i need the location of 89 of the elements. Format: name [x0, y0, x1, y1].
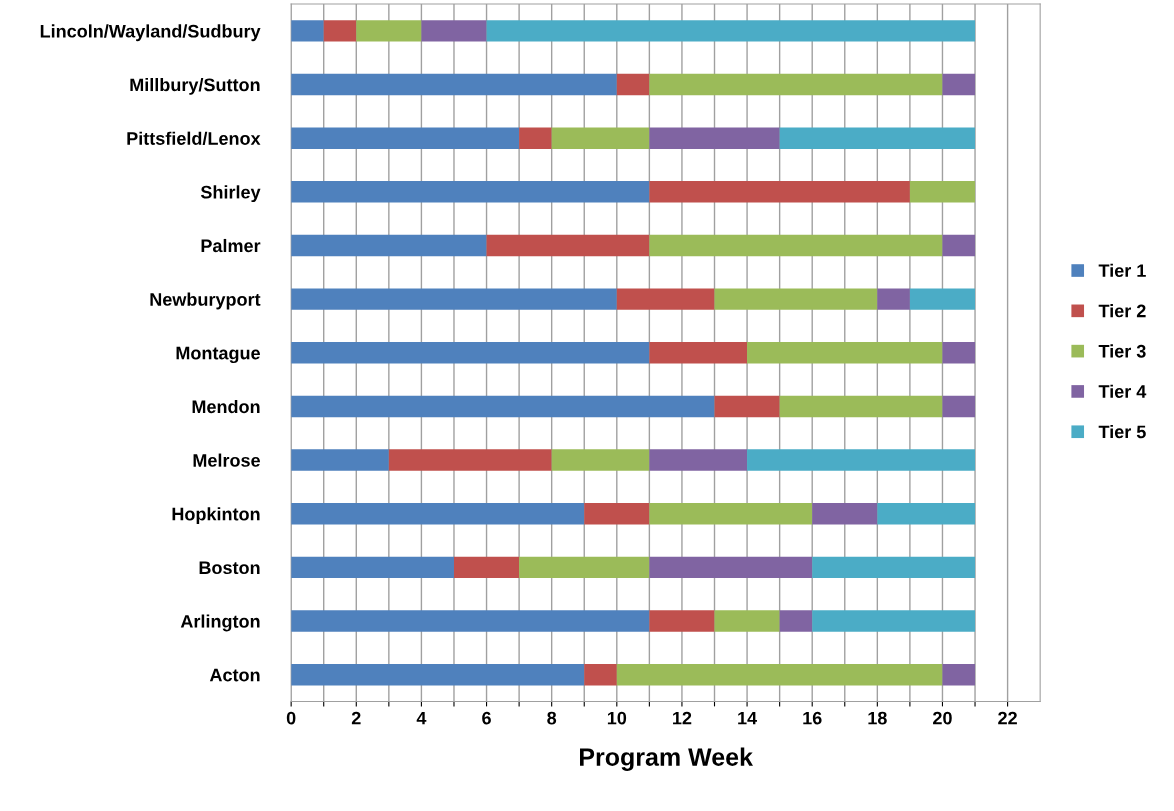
- bar: [747, 449, 976, 471]
- bar: [812, 610, 976, 632]
- bar: [779, 395, 943, 418]
- bar: [323, 20, 357, 42]
- bar: [616, 663, 943, 686]
- bar: [421, 20, 487, 42]
- bar: [714, 288, 878, 310]
- y-tick-label: Boston: [199, 561, 260, 575]
- y-tick-label: Melrose: [193, 453, 260, 467]
- y-tick-label: Mendon: [192, 399, 260, 414]
- bar: [942, 73, 976, 96]
- bar: [291, 127, 520, 149]
- y-tick-label: Newburyport: [150, 292, 261, 310]
- bar: [909, 181, 976, 203]
- bar: [649, 181, 910, 203]
- bar: [291, 610, 650, 632]
- y-tick-label: Acton: [209, 668, 260, 682]
- bar: [551, 449, 650, 471]
- x-tick-label: 14: [738, 711, 758, 725]
- bar: [812, 503, 878, 525]
- bar: [649, 610, 715, 632]
- bar: [291, 663, 585, 686]
- bar: [812, 556, 976, 579]
- y-tick-label: Lincoln/Wayland/Sudbury: [40, 24, 261, 42]
- legend-label: Tier 5: [1098, 424, 1146, 439]
- x-tick-label: 2: [351, 711, 361, 725]
- bar: [519, 127, 552, 149]
- y-tick-label: Arlington: [180, 614, 260, 632]
- y-tick-label: Millbury/Sutton: [130, 77, 260, 95]
- bar: [649, 73, 943, 96]
- bar: [942, 342, 976, 364]
- bar: [714, 610, 780, 632]
- bar: [942, 663, 976, 686]
- bar: [616, 73, 650, 96]
- bar: [942, 234, 976, 257]
- bar: [649, 503, 813, 525]
- y-tick-label: Montague: [176, 346, 260, 364]
- bar: [779, 127, 976, 149]
- bar: [584, 663, 617, 686]
- bar: [519, 556, 650, 579]
- bar: [291, 288, 617, 310]
- bar: [714, 395, 780, 418]
- bar: [486, 234, 650, 257]
- legend-label: Tier 2: [1098, 304, 1146, 318]
- x-tick-label: 8: [547, 711, 557, 725]
- bar: [649, 342, 748, 364]
- bar: [779, 610, 813, 632]
- bar: [388, 449, 552, 471]
- bar: [877, 288, 910, 310]
- bar: [551, 127, 650, 149]
- x-tick-label: 18: [868, 711, 887, 725]
- legend-label: Tier 3: [1098, 344, 1146, 358]
- bar: [584, 503, 650, 525]
- x-tick-label: 6: [482, 711, 491, 725]
- bar: [649, 449, 748, 471]
- bar: [616, 288, 715, 310]
- bar: [747, 342, 943, 364]
- bar: [909, 288, 976, 310]
- bar: [942, 395, 976, 418]
- y-tick-label: Hopkinton: [172, 507, 260, 525]
- legend-label: Tier 1: [1098, 263, 1146, 278]
- bar: [291, 234, 487, 257]
- bar: [291, 73, 617, 96]
- bar: [356, 20, 422, 42]
- bar: [877, 503, 976, 525]
- bar: [291, 395, 715, 418]
- y-tick-label: Pittsfield/Lenox: [127, 131, 261, 146]
- bar: [291, 503, 585, 525]
- bar: [649, 127, 780, 149]
- bar: [291, 342, 650, 364]
- x-tick-label: 16: [803, 711, 822, 725]
- bar: [291, 20, 324, 42]
- y-tick-label: Palmer: [201, 238, 261, 253]
- bar: [453, 556, 520, 579]
- bar: [291, 449, 389, 471]
- x-tick-label: 4: [416, 711, 427, 725]
- x-tick-label: 22: [998, 711, 1017, 725]
- x-tick-label: 20: [933, 711, 952, 725]
- bar: [649, 234, 943, 257]
- bar: [486, 20, 976, 42]
- legend-label: Tier 4: [1098, 384, 1147, 398]
- x-tick-label: 0: [286, 711, 296, 725]
- x-tick-label: 10: [607, 711, 627, 725]
- x-tick-label: 12: [673, 711, 692, 725]
- bar: [291, 181, 650, 203]
- x-axis-title: Program Week: [580, 747, 753, 771]
- y-tick-label: Shirley: [200, 185, 261, 203]
- bar: [291, 556, 454, 579]
- bar: [649, 556, 813, 579]
